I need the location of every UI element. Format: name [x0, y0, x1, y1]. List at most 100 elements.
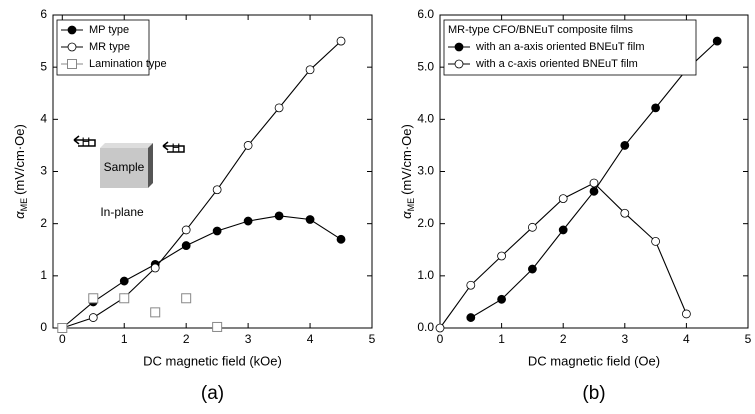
- y-label-unit: (mV/cm·Oe): [12, 124, 27, 195]
- y-tick-label: 5.0: [417, 59, 434, 73]
- panel-label: (b): [582, 383, 605, 404]
- y-label-symbol: α: [12, 211, 27, 219]
- legend-title: MR-type CFO/BNEuT composite films: [448, 24, 634, 36]
- marker: [274, 103, 284, 113]
- sample-side: [148, 143, 153, 188]
- x-tick-label: 5: [369, 332, 376, 346]
- marker: [88, 313, 98, 322]
- marker: [466, 280, 476, 290]
- y-tick-label: 3.0: [417, 164, 434, 178]
- legend-label: MR type: [89, 41, 130, 53]
- marker: [336, 234, 346, 244]
- legend-marker: [454, 59, 464, 69]
- x-tick-label: 0: [59, 332, 66, 346]
- marker: [651, 103, 660, 113]
- y-tick-label: 6: [40, 7, 47, 21]
- inset: Sample H H In-plane: [73, 135, 185, 219]
- sample-face: [100, 148, 148, 188]
- y-tick-label: 1.0: [417, 268, 434, 282]
- y-label-symbol: α: [399, 211, 414, 219]
- x-tick-label: 3: [245, 332, 252, 346]
- series-line: [61, 215, 342, 329]
- marker: [212, 185, 222, 195]
- marker: [712, 36, 722, 46]
- y-tick-label: 4: [40, 112, 47, 126]
- marker: [119, 276, 129, 286]
- y-tick-label: 0: [40, 320, 47, 334]
- marker: [212, 321, 223, 332]
- marker: [589, 186, 599, 196]
- y-tick-label: 4.0: [417, 112, 434, 126]
- marker: [528, 222, 537, 232]
- marker: [57, 323, 68, 333]
- marker: [435, 323, 445, 333]
- legend-box: [443, 19, 697, 76]
- marker: [212, 226, 222, 236]
- marker: [150, 263, 160, 273]
- y-tick-label: 2.0: [417, 216, 434, 230]
- y-tick-label: 6.0: [417, 7, 434, 21]
- legend-label: Lamination type: [89, 58, 167, 70]
- marker: [305, 65, 315, 75]
- marker: [150, 307, 161, 318]
- marker: [305, 215, 315, 224]
- field-arrow: [73, 135, 96, 147]
- x-tick-label: 3: [621, 332, 628, 346]
- y-tick-label: 5: [40, 59, 47, 73]
- x-tick-label: 4: [683, 332, 690, 346]
- marker: [558, 225, 568, 235]
- marker: [243, 216, 253, 226]
- marker: [181, 241, 191, 250]
- marker: [528, 264, 537, 274]
- y-axis-label: αME (mV/cm·Oe): [399, 124, 416, 219]
- legend-marker: [67, 25, 77, 35]
- marker: [589, 178, 599, 188]
- series-line: [62, 40, 342, 329]
- y-tick-label: 3: [40, 164, 47, 178]
- x-tick-label: 0: [437, 332, 444, 346]
- legend-marker: [67, 42, 77, 52]
- x-tick-label: 4: [307, 332, 314, 346]
- y-tick-label: 1: [40, 268, 47, 282]
- marker: [336, 36, 346, 46]
- legend-label: with a c-axis oriented BNEuT film: [475, 58, 638, 70]
- x-tick-label: 5: [745, 332, 752, 346]
- marker: [119, 293, 130, 304]
- marker: [243, 141, 253, 150]
- x-tick-label: 2: [183, 332, 190, 346]
- marker: [466, 313, 476, 322]
- legend-marker: [67, 59, 77, 69]
- sample-top: [100, 143, 153, 148]
- legend-marker: [454, 42, 464, 52]
- annotation: In-plane: [100, 205, 144, 219]
- x-tick-label: 2: [560, 332, 567, 346]
- legend-label: with an a-axis oriented BNEuT film: [475, 41, 645, 53]
- x-axis-label: DC magnetic field (Oe): [528, 353, 660, 368]
- y-label-unit: (mV/cm·Oe): [399, 124, 414, 195]
- field-arrow: [162, 141, 185, 153]
- marker: [558, 194, 568, 204]
- y-tick-label: 2: [40, 216, 47, 230]
- marker: [497, 251, 507, 261]
- series-line: [439, 182, 687, 329]
- panel-label: (a): [201, 383, 224, 404]
- x-axis-label: DC magnetic field (kOe): [143, 353, 282, 368]
- marker: [274, 211, 284, 221]
- marker: [651, 237, 660, 246]
- y-label-subscript: ME: [19, 198, 29, 212]
- y-tick-label: 0.0: [417, 320, 434, 334]
- y-label-subscript: ME: [406, 198, 416, 212]
- annotation: H: [82, 135, 91, 149]
- legend-label: MP type: [89, 24, 129, 36]
- marker: [181, 293, 192, 304]
- marker: [620, 141, 630, 150]
- x-tick-label: 1: [498, 332, 505, 346]
- marker: [497, 294, 507, 304]
- annotation: H: [172, 141, 181, 155]
- x-tick-label: 1: [121, 332, 128, 346]
- y-axis-label: αME (mV/cm·Oe): [12, 124, 29, 219]
- marker: [181, 225, 191, 235]
- annotation: Sample: [104, 160, 145, 174]
- marker: [682, 309, 691, 319]
